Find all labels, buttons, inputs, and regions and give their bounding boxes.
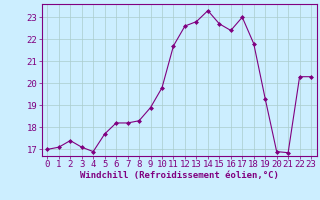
- X-axis label: Windchill (Refroidissement éolien,°C): Windchill (Refroidissement éolien,°C): [80, 171, 279, 180]
